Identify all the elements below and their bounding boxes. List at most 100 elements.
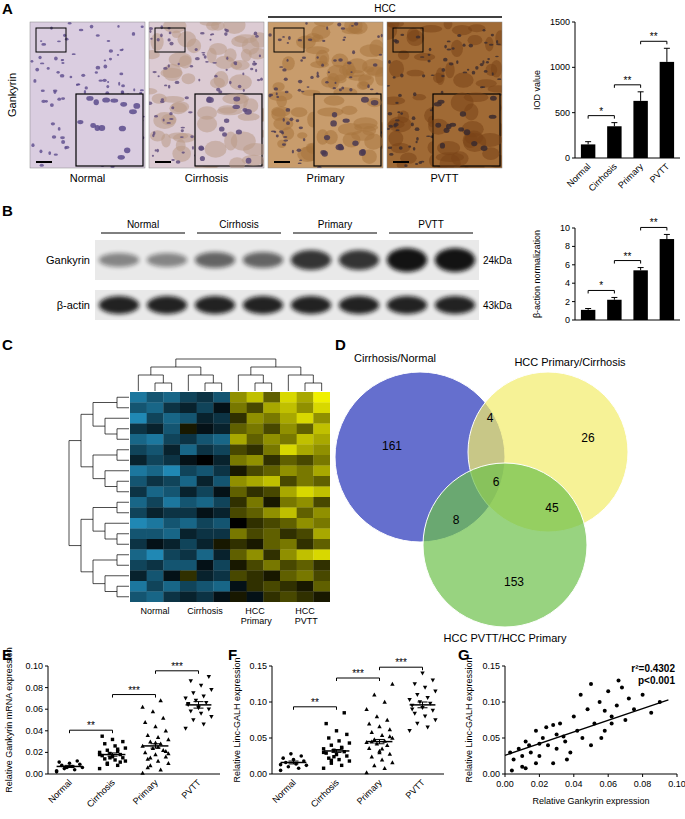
nucleus <box>400 74 403 78</box>
band <box>243 296 283 314</box>
y-tick <box>572 246 575 247</box>
point <box>343 711 346 714</box>
heatmap-cell <box>147 466 164 477</box>
heatmap-cell <box>280 455 297 466</box>
nucleus <box>195 57 200 60</box>
nucleus <box>416 141 418 144</box>
nucleus <box>441 91 444 94</box>
x-axis <box>505 774 677 775</box>
stain <box>362 59 383 75</box>
point <box>281 756 285 760</box>
stain <box>387 96 405 105</box>
nucleus <box>166 122 171 124</box>
nucleus <box>61 59 63 61</box>
nucleus <box>287 59 289 62</box>
heatmap-cell <box>280 413 297 424</box>
point <box>191 718 195 722</box>
nucleus <box>236 129 242 134</box>
nucleus <box>41 43 46 46</box>
point <box>568 750 572 754</box>
nucleus <box>54 91 57 94</box>
heatmap-cell <box>313 413 330 424</box>
heatmap-cell <box>297 571 314 582</box>
heatmap-cell <box>180 518 197 529</box>
heatmap-cell <box>197 392 214 403</box>
heatmap-cell <box>180 539 197 550</box>
heatmap-cell <box>130 581 147 592</box>
point <box>348 741 351 744</box>
point <box>534 761 538 765</box>
nucleus <box>342 39 345 41</box>
y-axis <box>272 666 273 774</box>
point <box>68 761 72 765</box>
heatmap-cell <box>197 403 214 414</box>
stain <box>414 53 435 61</box>
stain <box>387 22 404 28</box>
significance: *** <box>128 685 140 696</box>
point <box>589 743 593 747</box>
nucleus <box>268 33 272 37</box>
nucleus <box>120 102 127 107</box>
heatmap-cell <box>297 592 314 603</box>
nucleus <box>283 118 285 122</box>
label-part: PVTT <box>292 616 318 626</box>
row-dendrogram <box>117 534 129 545</box>
bar <box>660 239 674 320</box>
error-bar <box>638 92 644 101</box>
stain <box>488 85 502 92</box>
nucleus <box>302 57 306 59</box>
nucleus <box>185 96 189 99</box>
nucleus <box>415 127 420 131</box>
nucleus <box>117 25 119 28</box>
nucleus <box>387 85 390 87</box>
plot-area <box>581 234 674 320</box>
nucleus <box>152 71 156 73</box>
point <box>201 723 205 727</box>
heatmap-cell <box>247 392 264 403</box>
nucleus <box>45 100 48 103</box>
nucleus <box>395 119 400 121</box>
point <box>297 766 301 770</box>
y-axis <box>48 666 49 774</box>
heatmap-cell <box>147 550 164 561</box>
point <box>423 715 427 719</box>
stain <box>229 74 252 90</box>
scale-bar <box>393 161 409 163</box>
y-tick-label: 0.05 <box>249 733 267 743</box>
heatmap-cell <box>313 424 330 435</box>
lane-group: PVTT <box>418 219 444 230</box>
x-tick-label: 0.06 <box>599 779 617 789</box>
nucleus <box>234 63 237 65</box>
y-axis <box>505 666 506 774</box>
row-dendrogram <box>81 414 93 467</box>
heatmap-cell <box>313 571 330 582</box>
nucleus <box>333 87 336 89</box>
heatmap-cell <box>263 497 280 508</box>
point <box>201 694 205 698</box>
nucleus <box>278 38 282 41</box>
heatmap-cell <box>247 518 264 529</box>
point <box>345 754 348 757</box>
point <box>617 678 621 682</box>
plot-area <box>279 671 438 774</box>
heatmap-cell <box>230 455 247 466</box>
nucleus <box>475 66 478 70</box>
significance: * <box>599 280 603 291</box>
stain <box>433 73 444 83</box>
nucleus <box>68 22 72 24</box>
nucleus <box>496 40 498 44</box>
heatmap-cell <box>263 434 280 445</box>
nucleus <box>201 52 205 54</box>
heatmap-cell <box>163 571 180 582</box>
point <box>372 763 376 767</box>
row-dendrogram <box>105 418 129 434</box>
heatmap-cell <box>247 497 264 508</box>
heatmap-cell <box>180 497 197 508</box>
heatmap-cell <box>263 539 280 550</box>
heatmap-cell <box>130 424 147 435</box>
y-axis-label: β-action normalization <box>532 230 542 318</box>
nucleus <box>149 27 153 30</box>
nucleus <box>395 102 398 104</box>
row-dendrogram <box>117 429 129 440</box>
band <box>195 296 235 314</box>
